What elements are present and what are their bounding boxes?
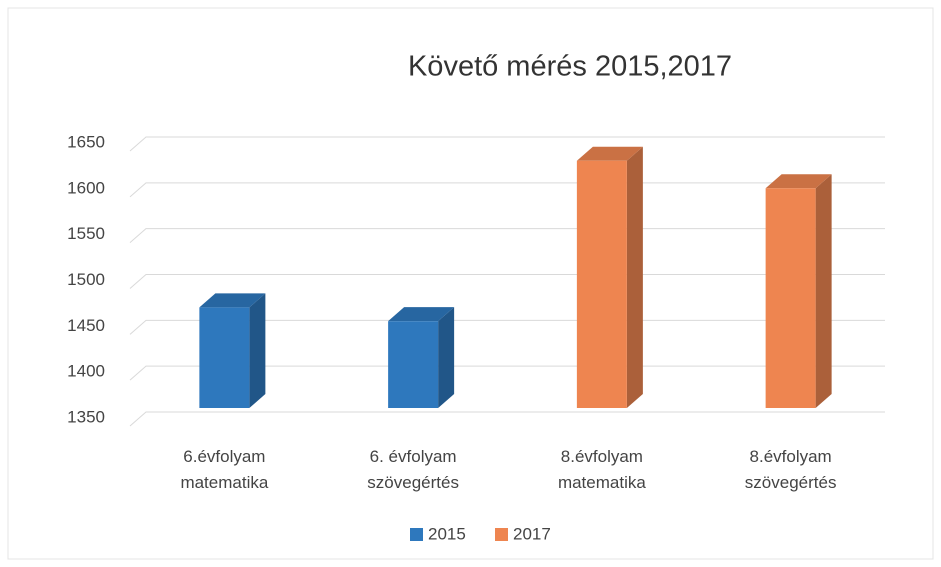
y-tick-label: 1450 bbox=[67, 316, 105, 335]
bar-top bbox=[576, 146, 643, 161]
x-tick-label: 8.évfolyam matematika bbox=[558, 447, 646, 492]
bar bbox=[388, 321, 439, 408]
y-tick-label: 1550 bbox=[67, 224, 105, 243]
x-tick-label-line: szövegértés bbox=[745, 473, 837, 492]
bar-side bbox=[626, 146, 643, 408]
y-tick-label: 1400 bbox=[67, 362, 105, 381]
chart-title: Követő mérés 2015,2017 bbox=[408, 51, 732, 83]
x-tick-label-line: 8.évfolyam bbox=[561, 447, 643, 466]
bar-side bbox=[438, 307, 455, 408]
x-tick-label: 6. évfolyam szövegértés bbox=[367, 447, 459, 492]
grid-line bbox=[129, 136, 885, 152]
legend-label: 2017 bbox=[513, 524, 551, 543]
x-tick-label-line: szövegértés bbox=[367, 473, 459, 492]
x-tick-label-line: 6.évfolyam bbox=[183, 447, 265, 466]
legend-swatch bbox=[410, 528, 423, 541]
legend-swatch bbox=[495, 528, 508, 541]
y-tick-label: 1600 bbox=[67, 178, 105, 197]
bar bbox=[199, 307, 250, 408]
bar bbox=[765, 188, 816, 408]
bar-side bbox=[249, 293, 266, 408]
grid-line bbox=[129, 411, 885, 427]
y-tick-label: 1650 bbox=[67, 132, 105, 151]
legend-label: 2015 bbox=[428, 524, 466, 543]
x-tick-label: 6.évfolyam matematika bbox=[180, 447, 268, 492]
x-tick-label-line: matematika bbox=[180, 473, 268, 492]
x-tick-label-line: matematika bbox=[558, 473, 646, 492]
y-tick-label: 1500 bbox=[67, 270, 105, 289]
y-tick-label: 1350 bbox=[67, 407, 105, 426]
bar-side bbox=[815, 174, 832, 408]
x-tick-label-line: 6. évfolyam bbox=[370, 447, 457, 466]
bar-top bbox=[199, 293, 266, 308]
x-tick-label: 8.évfolyam szövegértés bbox=[745, 447, 837, 492]
bar-top bbox=[388, 307, 455, 322]
bar-top bbox=[765, 174, 832, 189]
bar bbox=[576, 160, 627, 408]
x-tick-label-line: 8.évfolyam bbox=[750, 447, 832, 466]
